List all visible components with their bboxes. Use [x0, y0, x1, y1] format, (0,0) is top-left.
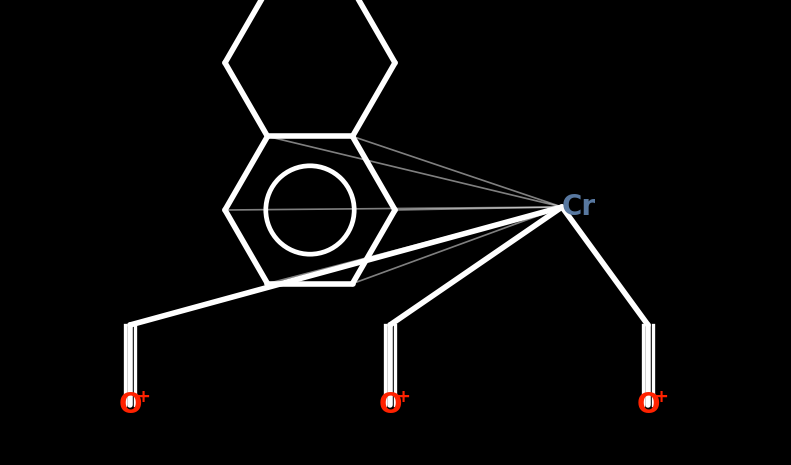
Text: O: O [118, 391, 142, 419]
Text: O: O [636, 391, 660, 419]
Text: O: O [378, 391, 402, 419]
Text: +: + [135, 388, 150, 406]
Text: Cr: Cr [562, 193, 596, 221]
Text: +: + [653, 388, 668, 406]
Text: +: + [396, 388, 411, 406]
